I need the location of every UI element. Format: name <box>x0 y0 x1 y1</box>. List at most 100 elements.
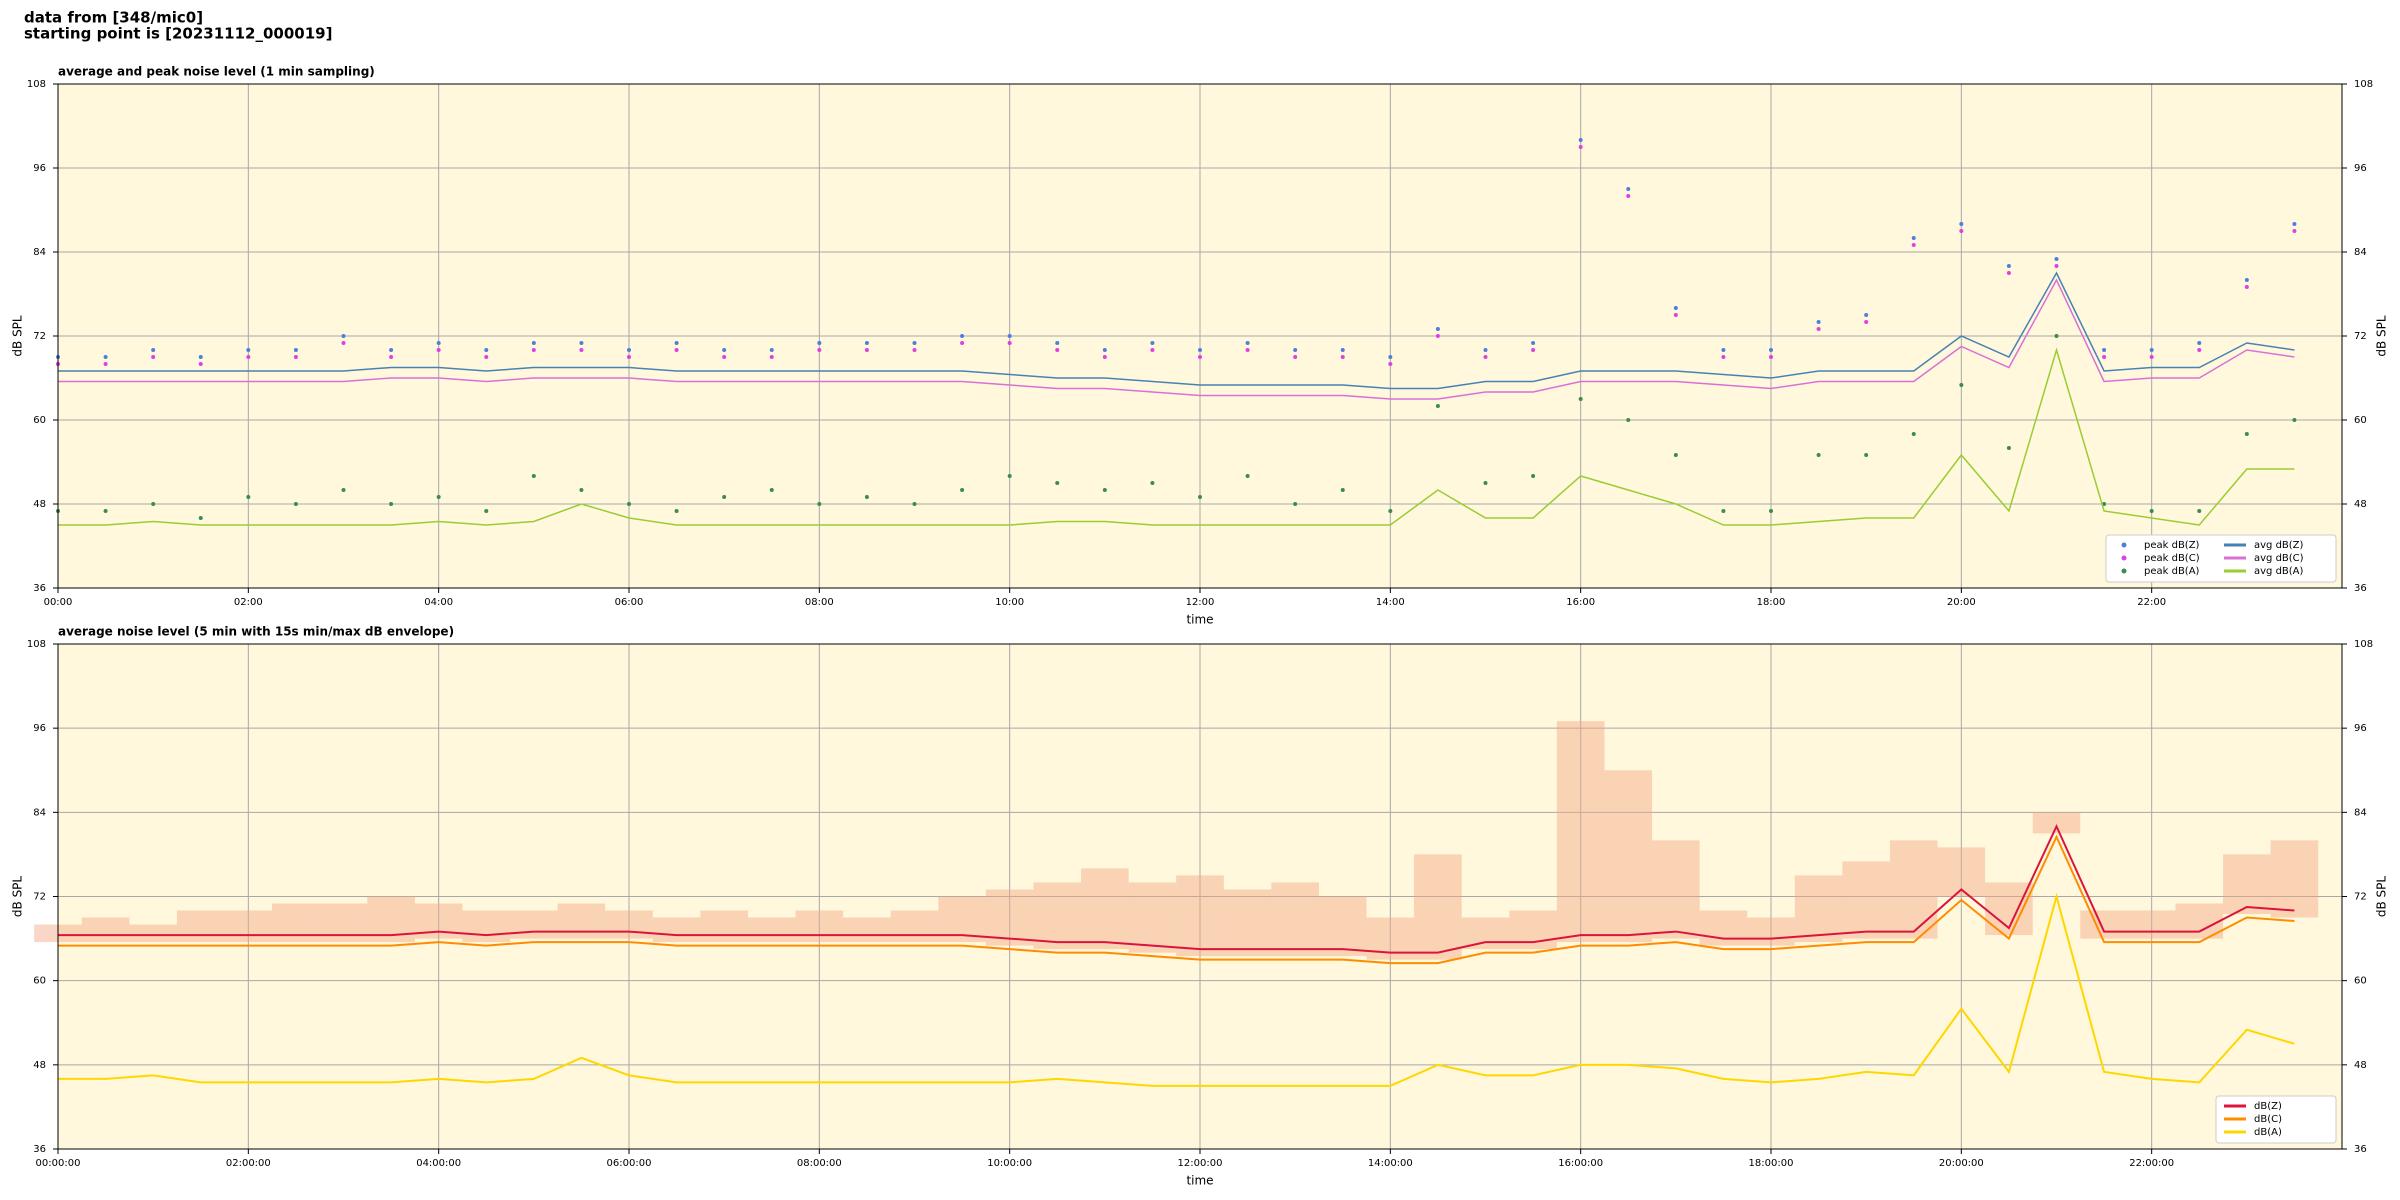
y-tick-label: 84 <box>33 807 46 818</box>
peak-dot <box>2006 271 2011 275</box>
peak-dot <box>1245 474 1250 478</box>
header-line: data from [348/mic0] <box>24 9 203 27</box>
peak-dot <box>531 348 536 352</box>
envelope-band <box>2223 854 2271 915</box>
envelope-band <box>1509 910 1557 950</box>
y-tick-label: 48 <box>2354 499 2367 510</box>
plot-frame <box>57 83 2343 589</box>
x-axis-label: time <box>1186 613 1213 627</box>
peak-dot <box>1911 432 1916 436</box>
peak-dot <box>151 348 156 352</box>
peak-dot <box>1150 481 1155 485</box>
peak-dot <box>722 348 727 352</box>
plot-frame <box>57 643 2343 1150</box>
peak-dot <box>2054 264 2059 268</box>
envelope-band <box>2127 910 2176 939</box>
legend-label: avg dB(Z) <box>2254 540 2304 551</box>
peak-dot <box>2054 334 2059 338</box>
x-tick-label: 06:00 <box>615 597 644 608</box>
envelope-band <box>1223 889 1272 957</box>
peak-dot <box>1769 348 1773 352</box>
y-tick-label: 60 <box>33 415 46 426</box>
peak-dot <box>1150 348 1155 352</box>
peak-dot <box>103 362 108 366</box>
peak-dot <box>1721 509 1726 513</box>
peak-dot <box>1055 348 1060 352</box>
envelope-band <box>747 917 796 943</box>
y-tick-label: 96 <box>2354 163 2367 174</box>
peak-dot <box>627 355 631 359</box>
y-tick-label: 96 <box>2354 723 2367 734</box>
legend-label: peak dB(Z) <box>2144 540 2200 551</box>
peak-dot <box>2244 285 2249 289</box>
x-tick-label: 22:00:00 <box>2129 1158 2174 1169</box>
envelope-band <box>795 910 844 943</box>
legend-label: dB(A) <box>2254 1127 2282 1138</box>
x-tick-label: 12:00 <box>1186 597 1215 608</box>
y-tick-label: 84 <box>33 247 46 258</box>
peak-dot <box>2244 432 2249 436</box>
x-tick-label: 14:00:00 <box>1368 1158 1413 1169</box>
peak-dot <box>1626 418 1631 422</box>
peak-dot <box>1721 348 1726 352</box>
legend-label: avg dB(A) <box>2254 566 2304 577</box>
y-tick-label: 36 <box>33 1144 46 1155</box>
x-tick-label: 18:00 <box>1757 597 1786 608</box>
x-tick-label: 10:00:00 <box>987 1158 1032 1169</box>
peak-dot <box>1816 327 1821 331</box>
peak-dot <box>341 334 346 338</box>
peak-dot <box>912 502 917 506</box>
envelope-band <box>272 903 320 943</box>
y-tick-label: 96 <box>33 723 46 734</box>
peak-dot <box>1673 313 1678 317</box>
peak-dot <box>198 355 203 359</box>
peak-dot <box>2292 222 2297 226</box>
series-line <box>58 892 2295 1087</box>
x-tick-label: 20:00 <box>1947 597 1976 608</box>
y-tick-label: 60 <box>2354 415 2367 426</box>
legend-marker <box>2121 568 2127 574</box>
peak-dot <box>2149 355 2154 359</box>
peak-dot <box>627 348 631 352</box>
envelope-band <box>129 924 177 943</box>
peak-dot <box>579 488 584 492</box>
x-tick-label: 04:00 <box>424 597 453 608</box>
peak-dot <box>2006 446 2011 450</box>
peak-dot <box>151 355 156 359</box>
peak-dot <box>1388 509 1393 513</box>
envelope-band <box>1652 840 1700 939</box>
peak-dot <box>1578 397 1583 401</box>
x-tick-label: 02:00 <box>234 597 263 608</box>
y-tick-label: 96 <box>33 163 46 174</box>
peak-dot <box>2054 257 2059 261</box>
peak-dot <box>1864 453 1869 457</box>
peak-dot <box>2197 341 2202 345</box>
y-tick-label: 36 <box>2354 583 2367 594</box>
peak-dot <box>198 362 203 366</box>
envelope-band <box>700 910 748 943</box>
x-tick-label: 02:00:00 <box>226 1158 271 1169</box>
x-tick-label: 22:00 <box>2137 597 2166 608</box>
peak-dot <box>1245 348 1250 352</box>
y-tick-label: 72 <box>2354 331 2367 342</box>
peak-dot <box>864 341 869 345</box>
peak-dot <box>341 488 346 492</box>
peak-dot <box>1293 355 1298 359</box>
peak-dot <box>246 495 251 499</box>
peak-dot <box>1531 348 1536 352</box>
y-axis-label: dB SPL <box>11 876 25 918</box>
y-tick-label: 72 <box>33 892 46 903</box>
envelope-band <box>890 910 939 943</box>
y-tick-label: 108 <box>2354 79 2373 90</box>
legend-marker <box>2121 555 2127 561</box>
peak-dot <box>293 502 298 506</box>
peak-dot <box>769 355 774 359</box>
series-line <box>58 347 2295 526</box>
peak-dot <box>1198 348 1202 352</box>
peak-dot <box>1578 145 1583 149</box>
x-tick-label: 10:00 <box>995 597 1024 608</box>
chart-title: average and peak noise level (1 min samp… <box>58 65 375 79</box>
x-tick-label: 06:00:00 <box>607 1158 652 1169</box>
